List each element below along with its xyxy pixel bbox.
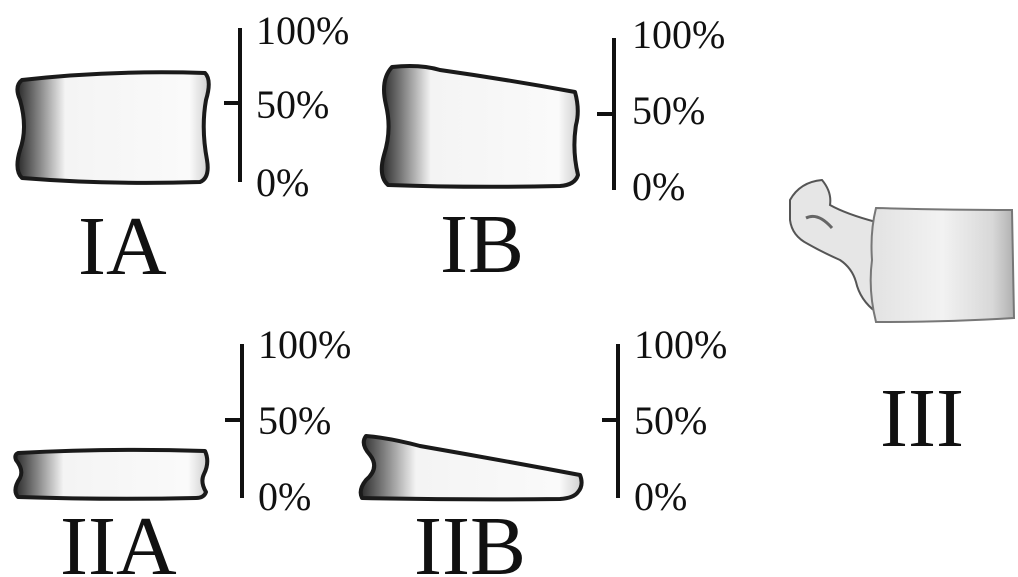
scale-label-50-IB: 50% [632, 88, 705, 133]
vertebra-IA [15, 70, 211, 185]
scale-label-0-IB: 0% [632, 164, 685, 209]
scale-label-0-IIB: 0% [634, 474, 687, 519]
vertebra-IIA [13, 447, 210, 501]
vertebra-III-posterior-elements [789, 178, 877, 315]
type-label-IB: IB [440, 198, 524, 291]
vertebra-IIB [358, 434, 584, 502]
panel-IIA: 100% 50% 0% IIA [13, 322, 351, 577]
vertebra-III-foramen [805, 214, 834, 230]
panel-III: III [789, 178, 1016, 465]
scale-label-100-IIB: 100% [634, 322, 727, 367]
panel-IA: 100% 50% 0% IA [15, 8, 349, 293]
type-label-IIB: IIB [414, 500, 526, 577]
vertebra-IB [379, 64, 580, 189]
scale-label-50-IIB: 50% [634, 398, 707, 443]
scale-label-50-IIA: 50% [258, 398, 331, 443]
scale-label-0-IIA: 0% [258, 474, 311, 519]
scale-label-0-IA: 0% [256, 160, 309, 205]
type-label-III: III [880, 372, 964, 465]
scale-label-100-IB: 100% [632, 12, 725, 57]
type-label-IIA: IIA [60, 500, 177, 577]
scale-label-50-IA: 50% [256, 82, 329, 127]
scale-label-100-IA: 100% [256, 8, 349, 53]
scale-label-100-IIA: 100% [258, 322, 351, 367]
vertebra-III-body [869, 206, 1016, 324]
panel-IIB: 100% 50% 0% IIB [358, 322, 727, 577]
type-label-IA: IA [78, 200, 167, 293]
panel-IB: 100% 50% 0% IB [379, 12, 725, 291]
